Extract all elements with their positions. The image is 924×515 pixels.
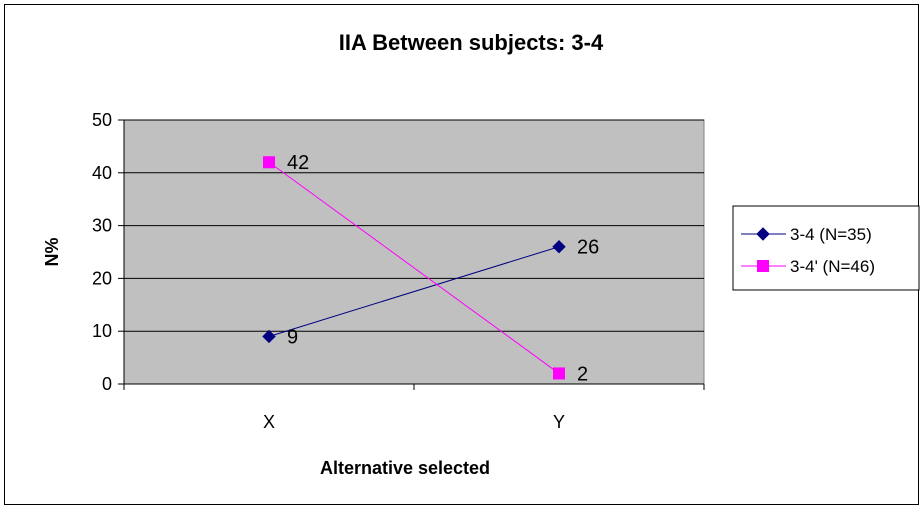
plot-area <box>123 119 705 385</box>
y-tick-label: 40 <box>92 163 112 183</box>
y-tick-label: 10 <box>92 321 112 341</box>
y-tick-label: 50 <box>92 110 112 130</box>
legend-marker <box>757 260 769 272</box>
data-point <box>262 329 276 344</box>
data-point <box>553 367 565 380</box>
data-labels: 9 26 42 2 <box>287 152 599 385</box>
y-axis-title: N% <box>42 237 62 266</box>
x-tick-label: X <box>263 412 275 432</box>
axes: 0 10 20 30 40 50 X Y <box>92 110 705 432</box>
data-label: 9 <box>287 326 298 348</box>
series <box>262 156 566 380</box>
chart-title: IIA Between subjects: 3-4 <box>339 30 604 55</box>
y-tick-label: 20 <box>92 268 112 288</box>
data-label: 26 <box>577 237 599 259</box>
data-point <box>552 240 566 254</box>
legend-marker <box>756 227 770 241</box>
data-point <box>263 156 275 169</box>
legend: 3-4 (N=35) 3-4' (N=46) <box>732 205 920 291</box>
legend-label: 3-4 (N=35) <box>790 225 872 244</box>
x-axis-title: Alternative selected <box>320 458 490 478</box>
series-line <box>268 161 560 374</box>
series-line <box>268 246 560 337</box>
x-tick-label: Y <box>553 412 565 432</box>
data-label: 2 <box>577 363 588 385</box>
gridlines <box>124 119 704 332</box>
legend-box <box>732 205 920 291</box>
legend-label: 3-4' (N=46) <box>790 257 875 276</box>
data-label: 42 <box>287 152 309 174</box>
y-tick-label: 0 <box>102 374 112 394</box>
y-tick-label: 30 <box>92 216 112 236</box>
